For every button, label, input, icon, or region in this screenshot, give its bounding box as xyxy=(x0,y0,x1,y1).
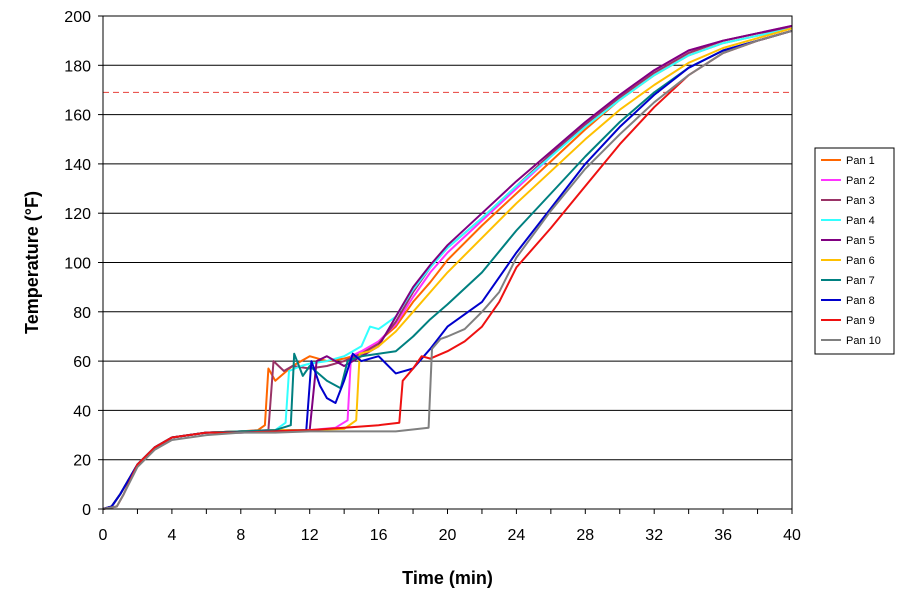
series-line-pan-2 xyxy=(102,24,793,510)
x-tick-label: 16 xyxy=(370,527,388,544)
legend-label: Pan 1 xyxy=(846,155,875,167)
legend-label: Pan 8 xyxy=(846,295,875,307)
x-tick-label: 4 xyxy=(167,527,176,544)
y-tick-label: 160 xyxy=(64,108,91,125)
legend-label: Pan 3 xyxy=(846,195,875,207)
y-tick-label: 40 xyxy=(73,403,91,420)
series-line-pan-9 xyxy=(102,29,793,510)
series-line-pan-6 xyxy=(102,27,793,510)
legend-label: Pan 2 xyxy=(846,175,875,187)
y-tick-label: 180 xyxy=(64,58,91,75)
y-tick-label: 100 xyxy=(64,256,91,273)
legend-label: Pan 6 xyxy=(846,255,875,267)
y-tick-label: 0 xyxy=(82,502,91,519)
x-tick-label: 28 xyxy=(576,527,594,544)
y-tick-label: 20 xyxy=(73,453,91,470)
x-tick-label: 36 xyxy=(714,527,732,544)
legend-label: Pan 7 xyxy=(846,275,875,287)
x-tick-label: 24 xyxy=(508,527,526,544)
x-tick-label: 20 xyxy=(439,527,457,544)
series-line-pan-5 xyxy=(102,24,793,510)
legend: Pan 1 Pan 2 Pan 3 Pan 4 Pan 5 Pan 6 Pan 7 Pan 8… xyxy=(814,147,895,355)
y-tick-label: 140 xyxy=(64,157,91,174)
y-tick-label: 80 xyxy=(73,305,91,322)
series-line-pan-1 xyxy=(102,27,793,510)
y-tick-label: 60 xyxy=(73,354,91,371)
x-tick-label: 40 xyxy=(783,527,801,544)
y-tick-label: 120 xyxy=(64,206,91,223)
y-axis-title: Temperature (°F) xyxy=(22,191,42,334)
series-lines xyxy=(102,24,793,510)
legend-label: Pan 5 xyxy=(846,235,875,247)
series-line-pan-10 xyxy=(102,29,793,510)
y-tick-label: 200 xyxy=(64,9,91,26)
x-axis-ticks: 0 4 8 12 16 20 24 28 32 36 40 xyxy=(99,509,801,544)
series-line-pan-3 xyxy=(102,27,793,510)
series-line-pan-4 xyxy=(102,27,793,510)
legend-label: Pan 9 xyxy=(846,315,875,327)
legend-label: Pan 10 xyxy=(846,335,881,347)
x-axis-title: Time (min) xyxy=(402,568,493,588)
x-tick-label: 32 xyxy=(645,527,663,544)
x-tick-label: 0 xyxy=(99,527,108,544)
series-line-pan-8 xyxy=(102,29,793,510)
x-tick-label: 8 xyxy=(236,527,245,544)
legend-label: Pan 4 xyxy=(846,215,875,227)
y-axis-ticks: 0 20 40 60 80 100 120 140 160 180 200 xyxy=(64,9,103,519)
x-tick-label: 12 xyxy=(301,527,319,544)
series-line-pan-7 xyxy=(102,29,793,510)
